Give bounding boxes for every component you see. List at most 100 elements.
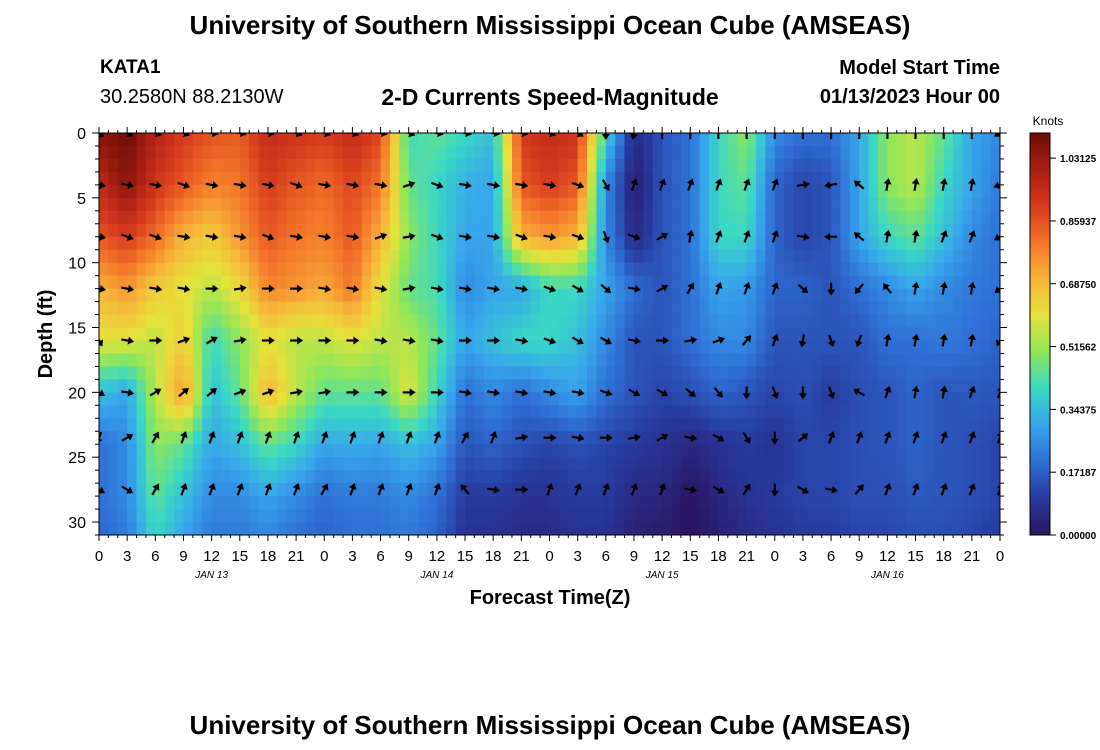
heatmap-cell <box>633 483 644 497</box>
heatmap-cell <box>746 418 757 432</box>
heatmap-cell <box>249 392 260 406</box>
heatmap-cell <box>427 392 438 406</box>
heatmap-cell <box>596 496 607 510</box>
heatmap-cell <box>427 184 438 199</box>
heatmap-cell <box>774 223 785 238</box>
heatmap-cell <box>643 210 654 225</box>
heatmap-cell <box>577 275 588 290</box>
heatmap-cell <box>605 366 616 380</box>
heatmap-cell <box>774 353 785 368</box>
heatmap-cell <box>127 496 138 510</box>
heatmap-cell <box>380 483 391 497</box>
heatmap-cell <box>765 340 776 355</box>
heatmap-cell <box>943 327 954 342</box>
heatmap-cell <box>727 483 738 497</box>
heatmap-cell <box>615 444 626 458</box>
heatmap-cell <box>192 340 203 355</box>
heatmap-cell <box>793 184 804 199</box>
heatmap-cell <box>746 405 757 419</box>
heatmap-cell <box>117 340 128 355</box>
heatmap-cell <box>474 184 485 199</box>
heatmap-cell <box>774 379 785 393</box>
heatmap-cell <box>549 133 560 147</box>
heatmap-cell <box>99 301 109 316</box>
heatmap-cell <box>399 496 410 510</box>
heatmap-cell <box>333 405 344 419</box>
heatmap-cell <box>380 145 391 160</box>
heatmap-cell <box>990 249 1000 264</box>
heatmap-cell <box>455 379 466 393</box>
heatmap-cell <box>774 470 785 484</box>
heatmap-cell <box>558 522 569 535</box>
heatmap-cell <box>934 353 945 368</box>
heatmap-cell <box>765 483 776 497</box>
heatmap-cell <box>136 236 147 251</box>
heatmap-cell <box>399 133 410 147</box>
heatmap-cell <box>380 392 391 406</box>
heatmap-cell <box>99 379 109 393</box>
current-arrow <box>883 178 892 191</box>
heatmap-cell <box>765 444 776 458</box>
current-arrow <box>912 483 920 496</box>
colorbar <box>1029 132 1051 536</box>
heatmap-cell <box>108 236 119 251</box>
heatmap-cell <box>361 379 372 393</box>
heatmap-cell <box>352 444 363 458</box>
heatmap-cell <box>774 171 785 186</box>
current-arrow <box>743 230 751 243</box>
heatmap-cell <box>934 275 945 290</box>
heatmap-cell <box>389 288 400 303</box>
heatmap-cell <box>953 353 964 368</box>
heatmap-cell <box>530 340 541 355</box>
heatmap-cell <box>192 470 203 484</box>
heatmap-cell <box>164 366 175 380</box>
heatmap-cell <box>202 158 213 173</box>
heatmap-cell <box>418 197 429 212</box>
heatmap-cell <box>934 431 945 445</box>
current-arrow <box>346 232 360 241</box>
heatmap-cell <box>455 353 466 368</box>
heatmap-cell <box>117 405 128 419</box>
heatmap-cell <box>877 418 888 432</box>
heatmap-cell <box>530 366 541 380</box>
heatmap-cell <box>296 197 307 212</box>
heatmap-cell <box>202 171 213 186</box>
current-arrow <box>627 336 641 345</box>
current-arrow <box>825 485 838 494</box>
heatmap-cell <box>906 496 917 510</box>
heatmap-cell <box>765 223 776 238</box>
heatmap-cell <box>136 340 147 355</box>
heatmap-cell <box>943 470 954 484</box>
heatmap-cell <box>380 223 391 238</box>
heatmap-cell <box>324 457 335 471</box>
heatmap-cell <box>587 158 598 173</box>
heatmap-cell <box>483 327 494 342</box>
current-arrow <box>433 483 442 496</box>
heatmap-cell <box>493 418 504 432</box>
heatmap-cell <box>117 522 128 535</box>
heatmap-cell <box>896 509 907 523</box>
heatmap-cell <box>587 210 598 225</box>
heatmap-cell <box>108 353 119 368</box>
heatmap-cell <box>953 405 964 419</box>
heatmap-cell <box>624 249 635 264</box>
heatmap-cell <box>774 522 785 535</box>
heatmap-cell <box>709 158 720 173</box>
heatmap-cell <box>211 301 222 316</box>
heatmap-cell <box>371 210 382 225</box>
heatmap-cell <box>821 262 832 277</box>
heatmap-cell <box>981 366 992 380</box>
heatmap-cell <box>211 327 222 342</box>
heatmap-cell <box>389 392 400 406</box>
heatmap-cell <box>296 431 307 445</box>
heatmap-cell <box>502 171 513 186</box>
heatmap-cell <box>877 522 888 535</box>
heatmap-cell <box>361 249 372 264</box>
heatmap-cell <box>615 496 626 510</box>
heatmap-cell <box>446 496 457 510</box>
heatmap-cell <box>924 470 935 484</box>
heatmap-cell <box>361 301 372 316</box>
heatmap-cell <box>934 522 945 535</box>
heatmap-cell <box>652 405 663 419</box>
heatmap-cell <box>436 496 447 510</box>
